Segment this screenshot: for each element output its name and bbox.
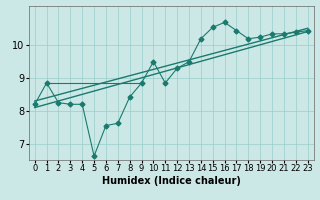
X-axis label: Humidex (Indice chaleur): Humidex (Indice chaleur) — [102, 176, 241, 186]
